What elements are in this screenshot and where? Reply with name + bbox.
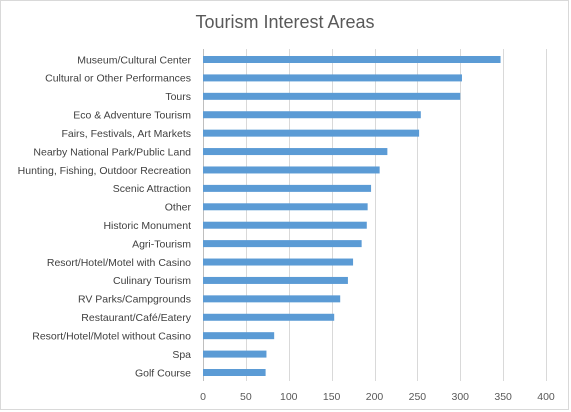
x-tick-label: 0: [200, 391, 206, 403]
chart-title: Tourism Interest Areas: [195, 12, 374, 32]
category-label: Restaurant/Café/Eatery: [81, 312, 191, 324]
bar: [203, 92, 461, 100]
gridlines: [203, 49, 547, 381]
category-label: Cultural or Other Performances: [45, 73, 191, 85]
bar: [203, 313, 335, 321]
x-tick-label: 300: [451, 391, 469, 403]
bars: [203, 56, 501, 376]
bar: [203, 166, 380, 174]
category-label: Scenic Attraction: [113, 183, 191, 195]
bar: [203, 111, 421, 119]
category-label: Resort/Hotel/Motel with Casino: [47, 257, 191, 269]
category-label: Fairs, Festivals, Art Markets: [61, 128, 191, 140]
category-label: RV Parks/Campgrounds: [78, 294, 191, 306]
category-label: Agri-Tourism: [132, 238, 191, 250]
bar: [203, 240, 362, 248]
bar: [203, 56, 501, 63]
category-labels: Museum/Cultural Center Cultural or Other …: [18, 54, 192, 379]
category-label: Other: [165, 202, 192, 214]
bar: [203, 203, 368, 211]
x-axis-ticks: 0 50 100 150 200 250 300 350 400: [200, 391, 555, 403]
bar: [203, 332, 275, 340]
bar: [203, 148, 388, 156]
x-tick-label: 200: [366, 391, 384, 403]
category-label: Museum/Cultural Center: [77, 54, 191, 66]
x-tick-label: 350: [494, 391, 512, 403]
x-tick-label: 50: [240, 391, 252, 403]
bar: [203, 369, 266, 376]
category-label: Spa: [172, 349, 191, 361]
category-label: Nearby National Park/Public Land: [33, 146, 191, 158]
bar: [203, 276, 348, 284]
x-tick-label: 400: [537, 391, 555, 403]
category-label: Culinary Tourism: [113, 275, 191, 287]
x-tick-label: 250: [409, 391, 427, 403]
bar: [203, 221, 367, 229]
x-tick-label: 150: [323, 391, 341, 403]
bar: [203, 258, 354, 266]
bar: [203, 184, 372, 192]
category-label: Hunting, Fishing, Outdoor Recreation: [18, 165, 192, 177]
category-label: Eco & Adventure Tourism: [73, 110, 191, 122]
bar: [203, 74, 462, 82]
category-label: Historic Monument: [103, 220, 191, 232]
bar: [203, 350, 267, 358]
category-label: Golf Course: [135, 367, 191, 379]
bar: [203, 295, 341, 303]
category-label: Resort/Hotel/Motel without Casino: [32, 330, 191, 342]
bar: [203, 129, 420, 137]
x-tick-label: 100: [280, 391, 298, 403]
category-label: Tours: [165, 91, 191, 103]
